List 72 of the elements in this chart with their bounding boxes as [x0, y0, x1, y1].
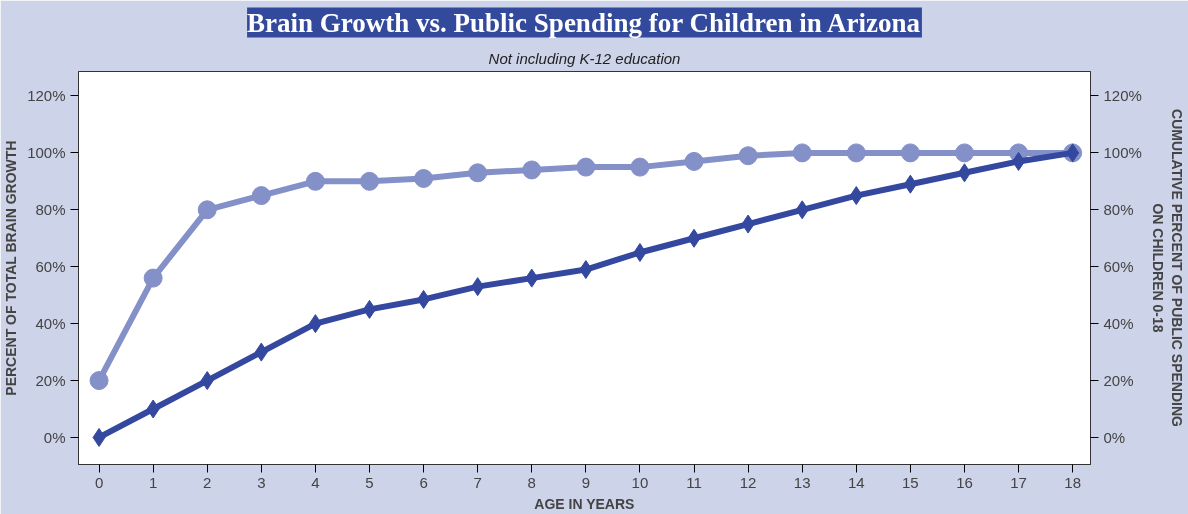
y-tick-label: 20% [35, 372, 66, 390]
point [900, 143, 920, 163]
y-tick-label: 60% [35, 258, 66, 276]
chart-subtitle: Not including K-12 education [488, 49, 681, 67]
point [146, 399, 160, 419]
point [903, 174, 917, 194]
x-tick-label: 12 [739, 473, 757, 491]
point [741, 214, 755, 234]
y2-tick-label: 20% [1103, 372, 1134, 390]
y2-tick-label: 0% [1103, 428, 1126, 446]
y-tick-label: 80% [35, 201, 66, 219]
point [792, 143, 812, 163]
point [143, 268, 163, 288]
point [200, 371, 214, 391]
x-tick-label: 8 [527, 473, 536, 491]
point [957, 163, 971, 183]
y2-tick-label: 40% [1103, 315, 1134, 333]
point [89, 371, 109, 391]
chart-title: Brain Growth vs. Public Spending for Children in Arizona [247, 7, 921, 38]
x-tick-label: 16 [956, 473, 973, 491]
x-tick-label: 4 [311, 473, 320, 491]
x-tick-label: 2 [203, 473, 212, 491]
point [254, 342, 268, 362]
point [197, 200, 217, 220]
x-tick-label: 6 [419, 473, 428, 491]
x-tick-label: 9 [581, 473, 591, 491]
point [251, 186, 271, 206]
point [522, 160, 542, 180]
point [684, 151, 704, 171]
y-tick-label: 0% [43, 428, 66, 446]
point [305, 171, 325, 191]
y-tick-label: 120% [27, 87, 66, 105]
x-tick-label: 1 [148, 473, 158, 491]
point [414, 169, 434, 188]
y2-tick-label: 120% [1103, 87, 1142, 105]
point [92, 427, 106, 447]
point [846, 143, 866, 163]
point [633, 242, 647, 262]
x-tick-label: 14 [847, 473, 865, 491]
x-tick-label: 5 [365, 473, 374, 491]
x-axis-title: AGE IN YEARS [534, 495, 635, 512]
point [954, 143, 974, 163]
y2-tick-label: 100% [1103, 144, 1142, 162]
y-tick-label: 100% [27, 144, 66, 162]
point [360, 171, 379, 191]
point [630, 157, 650, 177]
point [738, 146, 758, 166]
y-axis-title: PERCENT OF TOTAL BRAIN GROWTH [3, 140, 20, 396]
point [468, 163, 488, 183]
y2-tick-label: 80% [1103, 201, 1134, 219]
point [687, 228, 701, 248]
y2-axis-title: CUMULATIVE PERCENT OF PUBLIC SPENDING ON CHILDREN 0-18 [1149, 109, 1186, 428]
y-tick-label: 40% [35, 315, 66, 333]
x-tick-label: 0 [94, 473, 104, 491]
point [576, 157, 596, 177]
point [795, 200, 809, 220]
point [1012, 151, 1026, 171]
point [525, 268, 539, 288]
x-tick-label: 10 [631, 473, 649, 491]
point [471, 277, 485, 297]
y2-tick-label: 60% [1103, 258, 1134, 276]
x-tick-label: 7 [473, 473, 482, 491]
point [417, 289, 431, 309]
x-tick-label: 15 [902, 473, 919, 491]
point [849, 186, 863, 206]
x-tick-label: 3 [257, 473, 266, 491]
x-tick-label: 17 [1010, 473, 1027, 491]
x-tick-label: 11 [686, 473, 702, 491]
x-tick-label: 13 [793, 473, 811, 491]
point [579, 260, 593, 280]
x-tick-label: 18 [1064, 473, 1081, 491]
point [308, 314, 322, 334]
